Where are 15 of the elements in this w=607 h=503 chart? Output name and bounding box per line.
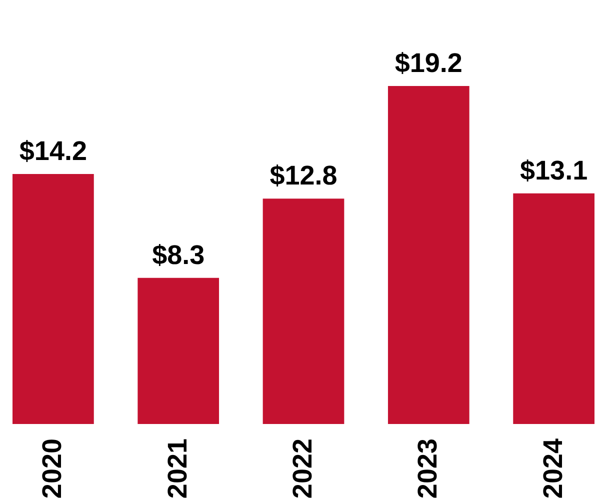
x-tick-label: 2023 (412, 438, 443, 499)
x-tick-label: 2024 (538, 438, 568, 499)
bar (513, 193, 594, 424)
bar (388, 86, 470, 424)
data-label: $12.8 (270, 160, 338, 191)
bar (12, 174, 94, 424)
data-label: $19.2 (394, 48, 462, 78)
x-tick-label: 2021 (162, 438, 192, 499)
x-tick-label: 2020 (37, 438, 68, 499)
data-label: $14.2 (19, 136, 87, 166)
bar (262, 198, 344, 424)
data-label: $13.1 (520, 155, 588, 186)
bar (138, 278, 220, 424)
x-tick-label: 2022 (288, 438, 318, 499)
data-label: $8.3 (152, 240, 205, 270)
